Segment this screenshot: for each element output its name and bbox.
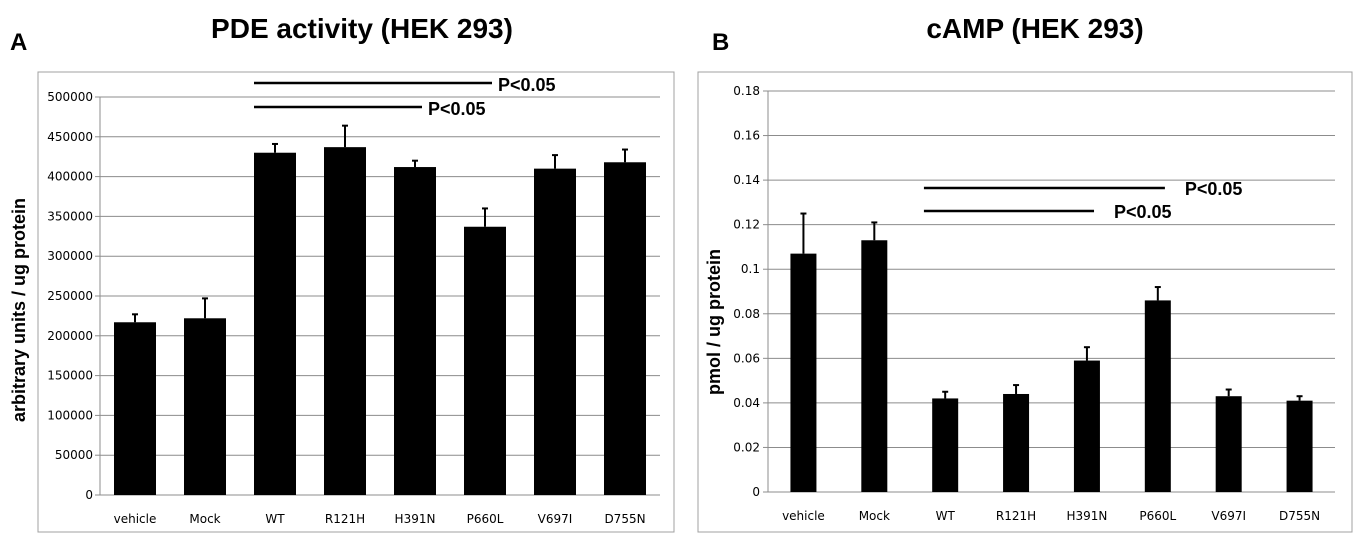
- bar: [1286, 400, 1313, 492]
- bar: [604, 162, 646, 495]
- x-ticks-b: vehicle Mock WT R121H H391N P660L V697I D755N: [782, 509, 1320, 523]
- y-tick-label: 0.08: [733, 307, 760, 321]
- y-tick-label: 50000: [55, 448, 93, 462]
- significance-b: P<0.05 P<0.05: [923, 179, 1243, 222]
- y-tick-label: 0: [85, 488, 93, 502]
- y-tick-label: 350000: [47, 209, 93, 223]
- y-tick-label: 100000: [47, 408, 93, 422]
- significance-a: P<0.05 P<0.05: [254, 75, 556, 119]
- x-tick-label: vehicle: [782, 509, 825, 523]
- significance-label: P<0.05: [498, 75, 556, 95]
- bar: [932, 398, 959, 492]
- bar: [1003, 393, 1030, 492]
- x-tick-label: Mock: [189, 512, 220, 526]
- chart-frame-a: [37, 71, 675, 533]
- panel-b: B cAMP (HEK 293) pmol / ug protein 0 0.02…: [697, 13, 1353, 533]
- bar: [534, 168, 576, 495]
- x-ticks-a: vehicle Mock WT R121H H391N P660L V697I D755N: [114, 512, 646, 526]
- gridlines-b: [768, 90, 1335, 493]
- y-tick-label: 250000: [47, 289, 93, 303]
- y-tick-label: 500000: [47, 90, 93, 104]
- x-tick-label: H391N: [395, 512, 436, 526]
- panel-a: A PDE activity (HEK 293) arbitrary units…: [9, 13, 675, 533]
- bar: [394, 167, 436, 495]
- y-tick-label: 0.12: [733, 218, 760, 232]
- x-tick-label: D755N: [604, 512, 645, 526]
- x-tick-label: V697I: [1211, 509, 1246, 523]
- significance-label: P<0.05: [428, 99, 486, 119]
- bars-b: [790, 212, 1313, 492]
- y-tick-label: 0.14: [733, 173, 760, 187]
- y-tick-label: 300000: [47, 249, 93, 263]
- bars-a: [114, 124, 646, 496]
- bar: [1073, 360, 1100, 492]
- bar: [790, 253, 817, 492]
- panel-letter-b: B: [712, 29, 729, 56]
- x-tick-label: H391N: [1066, 509, 1107, 523]
- y-tick-label: 400000: [47, 170, 93, 184]
- y-tick-label: 0.1: [741, 262, 760, 276]
- y-tick-label: 0.16: [733, 129, 760, 143]
- x-tick-label: P660L: [467, 512, 504, 526]
- bar: [324, 147, 366, 495]
- x-tick-label: Mock: [859, 509, 890, 523]
- bar: [861, 240, 888, 492]
- panel-letter-a: A: [10, 29, 27, 56]
- x-tick-label: WT: [265, 512, 285, 526]
- y-axis-label-a: arbitrary units / ug protein: [9, 198, 29, 422]
- x-tick-label: V697I: [538, 512, 573, 526]
- y-tick-label: 150000: [47, 369, 93, 383]
- chart-frame-b: [697, 71, 1353, 533]
- y-tick-label: 0: [752, 485, 760, 499]
- y-tick-label: 200000: [47, 329, 93, 343]
- y-tick-label: 0.18: [733, 84, 760, 98]
- bar: [464, 226, 506, 496]
- chart-title-b: cAMP (HEK 293): [926, 13, 1143, 44]
- bar: [254, 152, 296, 495]
- x-tick-label: WT: [936, 509, 956, 523]
- y-axis-label-b: pmol / ug protein: [704, 249, 724, 395]
- y-ticks-b: 0 0.02 0.04 0.06 0.08 0.1 0.12 0.14 0.16 0.18: [733, 84, 1335, 499]
- y-ticks-a: 0 50000 100000 150000 200000 250000 300000 3500…: [47, 90, 660, 502]
- bar: [184, 318, 226, 495]
- x-tick-label: D755N: [1279, 509, 1320, 523]
- y-tick-label: 0.02: [733, 440, 760, 454]
- y-tick-label: 0.04: [733, 396, 760, 410]
- x-tick-label: vehicle: [114, 512, 157, 526]
- bar: [114, 322, 156, 495]
- x-tick-label: R121H: [996, 509, 1036, 523]
- x-tick-label: P660L: [1139, 509, 1176, 523]
- chart-title-a: PDE activity (HEK 293): [211, 13, 513, 44]
- significance-label: P<0.05: [1114, 202, 1172, 222]
- significance-label: P<0.05: [1185, 179, 1243, 199]
- y-tick-label: 450000: [47, 130, 93, 144]
- y-tick-label: 0.06: [733, 351, 760, 365]
- x-tick-label: R121H: [325, 512, 365, 526]
- bar: [1215, 396, 1242, 492]
- bar: [1144, 300, 1171, 492]
